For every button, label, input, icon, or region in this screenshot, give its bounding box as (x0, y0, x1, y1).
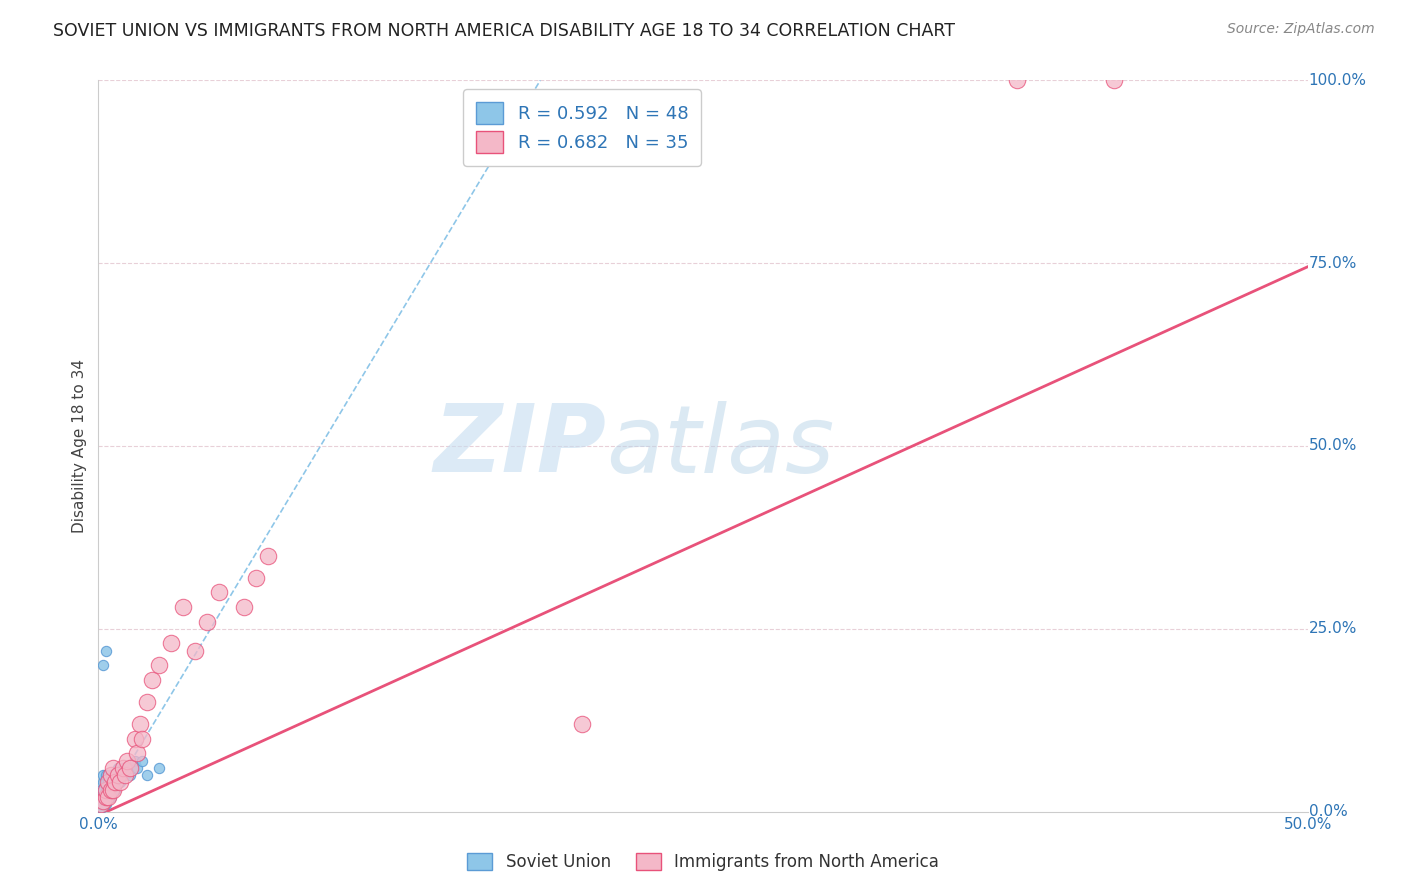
Point (131, 731, 153, 746)
Point (148, 761, 170, 775)
Point (208, 585, 231, 599)
Point (94, 782, 117, 797)
Point (100, 775, 122, 789)
Point (90, 801, 112, 815)
Point (111, 768, 134, 782)
Point (91, 790, 114, 805)
Point (127, 746, 149, 760)
Legend: Soviet Union, Immigrants from North America: Soviet Union, Immigrants from North Amer… (458, 845, 948, 880)
Point (135, 768, 157, 782)
Point (90, 782, 112, 797)
Text: 75.0%: 75.0% (1309, 256, 1357, 270)
Point (1007, 73, 1029, 87)
Point (104, 768, 127, 782)
Text: 25.0%: 25.0% (1309, 622, 1357, 636)
Point (127, 761, 149, 775)
Text: atlas: atlas (606, 401, 835, 491)
Point (91, 775, 114, 789)
Point (107, 768, 129, 782)
Point (90, 797, 112, 812)
Point (101, 775, 124, 789)
Point (108, 775, 131, 789)
Text: SOVIET UNION VS IMMIGRANTS FROM NORTH AMERICA DISABILITY AGE 18 TO 34 CORRELATIO: SOVIET UNION VS IMMIGRANTS FROM NORTH AM… (53, 22, 956, 40)
Point (117, 754, 139, 768)
Point (97, 775, 120, 789)
Point (94, 797, 117, 812)
Point (97, 790, 120, 805)
Point (100, 782, 122, 797)
Point (97, 782, 120, 797)
Point (108, 775, 131, 789)
Point (91, 794, 114, 808)
Point (111, 761, 134, 775)
Text: 50.0%: 50.0% (1309, 439, 1357, 453)
Point (90, 794, 112, 808)
Point (91, 658, 114, 673)
Point (91, 797, 114, 812)
Point (1102, 73, 1125, 87)
Point (91, 768, 114, 782)
Point (101, 782, 124, 797)
Text: 100.0%: 100.0% (1309, 73, 1367, 87)
Point (90, 790, 112, 805)
Point (100, 768, 122, 782)
Point (245, 571, 267, 585)
Point (128, 717, 150, 731)
Point (114, 768, 136, 782)
Point (90, 797, 112, 812)
Point (135, 695, 157, 709)
Point (101, 768, 124, 782)
Point (104, 775, 127, 789)
Point (121, 761, 143, 775)
Legend: R = 0.592   N = 48, R = 0.682   N = 35: R = 0.592 N = 48, R = 0.682 N = 35 (464, 89, 700, 166)
Point (94, 790, 117, 805)
Point (131, 754, 153, 768)
Point (97, 768, 120, 782)
Point (124, 754, 146, 768)
Point (91, 782, 114, 797)
Text: 0.0%: 0.0% (1309, 805, 1347, 819)
Point (118, 768, 141, 782)
Point (111, 761, 134, 775)
Point (172, 599, 194, 614)
Point (94, 782, 117, 797)
Point (94, 644, 117, 658)
Text: ZIP: ZIP (433, 400, 606, 492)
Point (114, 768, 136, 782)
Point (108, 768, 131, 782)
Point (104, 775, 127, 789)
Point (195, 615, 218, 629)
Point (97, 790, 120, 805)
Point (90, 787, 112, 801)
Point (256, 549, 278, 563)
Point (104, 782, 127, 797)
Point (94, 775, 117, 789)
Point (94, 768, 117, 782)
Point (101, 782, 124, 797)
Point (101, 761, 124, 775)
Point (184, 644, 207, 658)
Point (117, 761, 139, 775)
Point (97, 775, 120, 789)
Point (107, 775, 129, 789)
Point (118, 761, 141, 775)
Point (100, 782, 122, 797)
Point (124, 731, 146, 746)
Point (107, 761, 129, 775)
Text: Source: ZipAtlas.com: Source: ZipAtlas.com (1227, 22, 1375, 37)
Point (232, 599, 254, 614)
Point (148, 658, 170, 673)
Point (571, 717, 593, 731)
Point (100, 790, 122, 805)
Point (107, 768, 129, 782)
Y-axis label: Disability Age 18 to 34: Disability Age 18 to 34 (72, 359, 87, 533)
Point (141, 673, 163, 687)
Point (160, 636, 183, 650)
Point (94, 790, 117, 805)
Point (100, 768, 122, 782)
